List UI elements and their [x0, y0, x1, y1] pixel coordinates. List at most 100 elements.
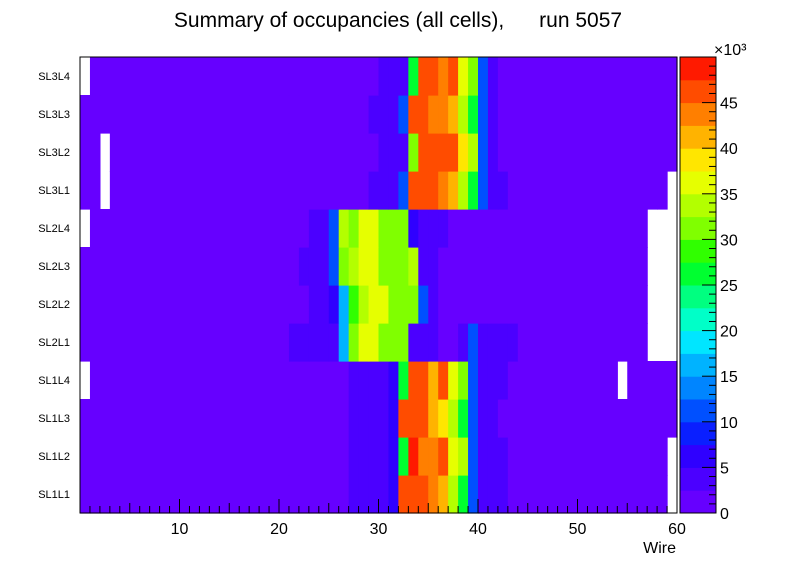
heatmap-cell [428, 95, 439, 134]
heatmap-cell [507, 247, 519, 286]
heatmap-cell [517, 57, 529, 96]
heatmap-cell [448, 437, 459, 476]
heatmap-cell [507, 171, 519, 210]
heatmap-cell [239, 171, 250, 210]
heatmap-cell [597, 437, 608, 476]
heatmap-cell [368, 95, 380, 134]
heatmap-cell [169, 399, 181, 438]
heatmap-cell [159, 285, 171, 324]
heatmap-cell [219, 285, 230, 324]
heatmap-cell [259, 399, 270, 438]
heatmap-cell [89, 95, 101, 134]
heatmap-cell [89, 133, 101, 172]
heatmap-cell [229, 323, 240, 362]
heatmap-cell [259, 209, 270, 248]
heatmap-cell [368, 437, 380, 476]
heatmap-cell [527, 361, 539, 400]
heatmap-cell [517, 95, 529, 134]
heatmap-cell [607, 475, 618, 514]
colorbar-swatch [680, 148, 716, 172]
heatmap-cell [348, 171, 360, 210]
heatmap-cell [298, 57, 310, 96]
heatmap-cell [149, 437, 161, 476]
heatmap-cell [478, 399, 489, 438]
heatmap-cell [149, 399, 161, 438]
heatmap-cell [507, 285, 519, 324]
heatmap-cell [388, 361, 399, 400]
heatmap-cell [378, 437, 390, 476]
heatmap-cell [318, 57, 330, 96]
heatmap-cell [537, 399, 549, 438]
heatmap-cell [298, 475, 310, 514]
heatmap-cell [119, 285, 131, 324]
heatmap-cell [527, 209, 539, 248]
heatmap-cell [129, 209, 141, 248]
heatmap-cell [487, 209, 499, 248]
heatmap-cell [527, 171, 539, 210]
heatmap-cell [587, 247, 598, 286]
heatmap-cell [478, 95, 489, 134]
heatmap-cell [199, 437, 210, 476]
heatmap-cell [288, 247, 300, 286]
colorbar-swatch [680, 57, 716, 81]
heatmap-cell [368, 171, 380, 210]
heatmap-cell [428, 247, 439, 286]
heatmap-cell [627, 361, 638, 400]
heatmap-cell [229, 95, 240, 134]
heatmap-cell [617, 171, 628, 210]
heatmap-cell [159, 209, 171, 248]
heatmap-cell [577, 361, 589, 400]
heatmap-cell [448, 399, 459, 438]
heatmap-cell [667, 361, 678, 400]
heatmap-cell [249, 247, 260, 286]
heatmap-cell [199, 399, 210, 438]
heatmap-cell [149, 171, 161, 210]
heatmap-cell [557, 133, 569, 172]
heatmap-cell [159, 437, 171, 476]
heatmap-cell [487, 95, 499, 134]
heatmap-cell [308, 475, 320, 514]
heatmap-cell [179, 133, 191, 172]
heatmap-cell [547, 209, 559, 248]
heatmap-cell [358, 133, 370, 172]
heatmap-cell [547, 361, 559, 400]
heatmap-cell [517, 399, 529, 438]
heatmap-cell [129, 95, 141, 134]
heatmap-cell [149, 57, 161, 96]
heatmap-cells [80, 57, 678, 514]
heatmap-cell [597, 361, 608, 400]
heatmap-cell [219, 475, 230, 514]
colorbar-tick-label: 20 [720, 324, 738, 341]
heatmap-cell [617, 95, 628, 134]
heatmap-cell [587, 285, 598, 324]
heatmap-cell [597, 247, 608, 286]
heatmap-cell [99, 57, 111, 96]
heatmap-cell [169, 209, 181, 248]
heatmap-cell [219, 361, 230, 400]
heatmap-cell [378, 95, 390, 134]
heatmap-cell [637, 399, 648, 438]
heatmap-cell [577, 95, 589, 134]
heatmap-cell [468, 171, 479, 210]
heatmap-cell [607, 437, 618, 476]
heatmap-cell [318, 437, 330, 476]
heatmap-cell [627, 133, 638, 172]
colorbar-tick-label: 30 [720, 232, 738, 249]
heatmap-cell [338, 133, 350, 172]
heatmap-cell [348, 437, 360, 476]
heatmap-cell [537, 247, 549, 286]
heatmap-cell [199, 171, 210, 210]
heatmap-cell [80, 285, 91, 324]
heatmap-cell [229, 247, 240, 286]
heatmap-cell [189, 285, 200, 324]
heatmap-cell [328, 171, 340, 210]
x-tick-label: 40 [469, 521, 487, 538]
plot-frame [79, 56, 678, 514]
heatmap-cell [99, 323, 111, 362]
heatmap-cell [667, 399, 678, 438]
heatmap-cell [617, 209, 628, 248]
heatmap-cell [249, 209, 260, 248]
heatmap-cell [139, 171, 151, 210]
heatmap-cell [119, 361, 131, 400]
colorbar-tick-label: 5 [720, 460, 729, 477]
